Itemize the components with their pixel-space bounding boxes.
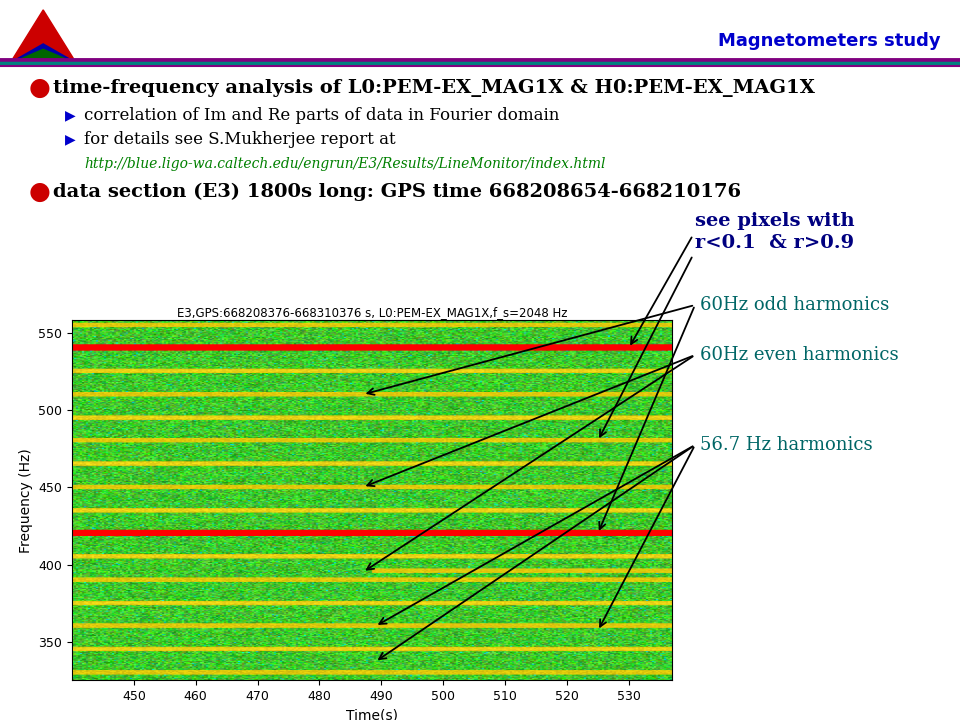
- Polygon shape: [13, 10, 73, 58]
- Text: 60Hz odd harmonics: 60Hz odd harmonics: [700, 296, 889, 314]
- Text: data section (E3) 1800s long: GPS time 668208654-668210176: data section (E3) 1800s long: GPS time 6…: [53, 183, 741, 202]
- X-axis label: Time(s): Time(s): [346, 708, 398, 720]
- Text: ●: ●: [29, 76, 51, 100]
- Text: correlation of Im and Re parts of data in Fourier domain: correlation of Im and Re parts of data i…: [84, 107, 560, 124]
- Text: see pixels with: see pixels with: [695, 212, 854, 230]
- Text: time-frequency analysis of L0:PEM-EX_MAG1X & H0:PEM-EX_MAG1X: time-frequency analysis of L0:PEM-EX_MAG…: [53, 79, 815, 97]
- Title: E3,GPS:668208376-668310376 s, L0:PEM-EX_MAG1X,f_s=2048 Hz: E3,GPS:668208376-668310376 s, L0:PEM-EX_…: [177, 306, 567, 319]
- Text: ▶: ▶: [65, 108, 76, 122]
- Text: ▶: ▶: [65, 132, 76, 147]
- Text: 56.7 Hz harmonics: 56.7 Hz harmonics: [700, 436, 873, 454]
- Polygon shape: [17, 44, 69, 58]
- Text: 60Hz even harmonics: 60Hz even harmonics: [700, 346, 899, 364]
- Polygon shape: [22, 49, 64, 58]
- Text: ●: ●: [29, 180, 51, 204]
- Text: r<0.1  & r>0.9: r<0.1 & r>0.9: [695, 234, 854, 252]
- Y-axis label: Frequency (Hz): Frequency (Hz): [19, 448, 33, 553]
- Text: for details see S.Mukherjee report at: for details see S.Mukherjee report at: [84, 131, 396, 148]
- Text: http://blue.ligo-wa.caltech.edu/engrun/E3/Results/LineMonitor/index.html: http://blue.ligo-wa.caltech.edu/engrun/E…: [84, 157, 606, 171]
- Text: Magnetometers study: Magnetometers study: [718, 32, 941, 50]
